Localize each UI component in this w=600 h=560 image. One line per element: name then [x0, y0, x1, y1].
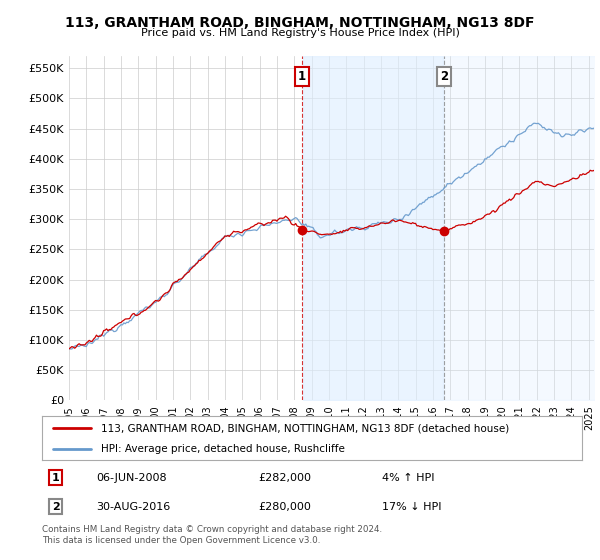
Text: 113, GRANTHAM ROAD, BINGHAM, NOTTINGHAM, NG13 8DF (detached house): 113, GRANTHAM ROAD, BINGHAM, NOTTINGHAM,… — [101, 423, 509, 433]
Text: 17% ↓ HPI: 17% ↓ HPI — [382, 502, 442, 511]
Text: Price paid vs. HM Land Registry's House Price Index (HPI): Price paid vs. HM Land Registry's House … — [140, 28, 460, 38]
Text: Contains HM Land Registry data © Crown copyright and database right 2024.
This d: Contains HM Land Registry data © Crown c… — [42, 525, 382, 545]
Text: £280,000: £280,000 — [258, 502, 311, 511]
Text: HPI: Average price, detached house, Rushcliffe: HPI: Average price, detached house, Rush… — [101, 444, 345, 454]
Text: 06-JUN-2008: 06-JUN-2008 — [96, 473, 167, 483]
Text: 2: 2 — [52, 502, 59, 511]
Text: 113, GRANTHAM ROAD, BINGHAM, NOTTINGHAM, NG13 8DF: 113, GRANTHAM ROAD, BINGHAM, NOTTINGHAM,… — [65, 16, 535, 30]
Text: 1: 1 — [298, 70, 306, 83]
Text: £282,000: £282,000 — [258, 473, 311, 483]
Text: 4% ↑ HPI: 4% ↑ HPI — [382, 473, 434, 483]
Text: 1: 1 — [52, 473, 59, 483]
Text: 2: 2 — [440, 70, 448, 83]
Text: 30-AUG-2016: 30-AUG-2016 — [96, 502, 170, 511]
